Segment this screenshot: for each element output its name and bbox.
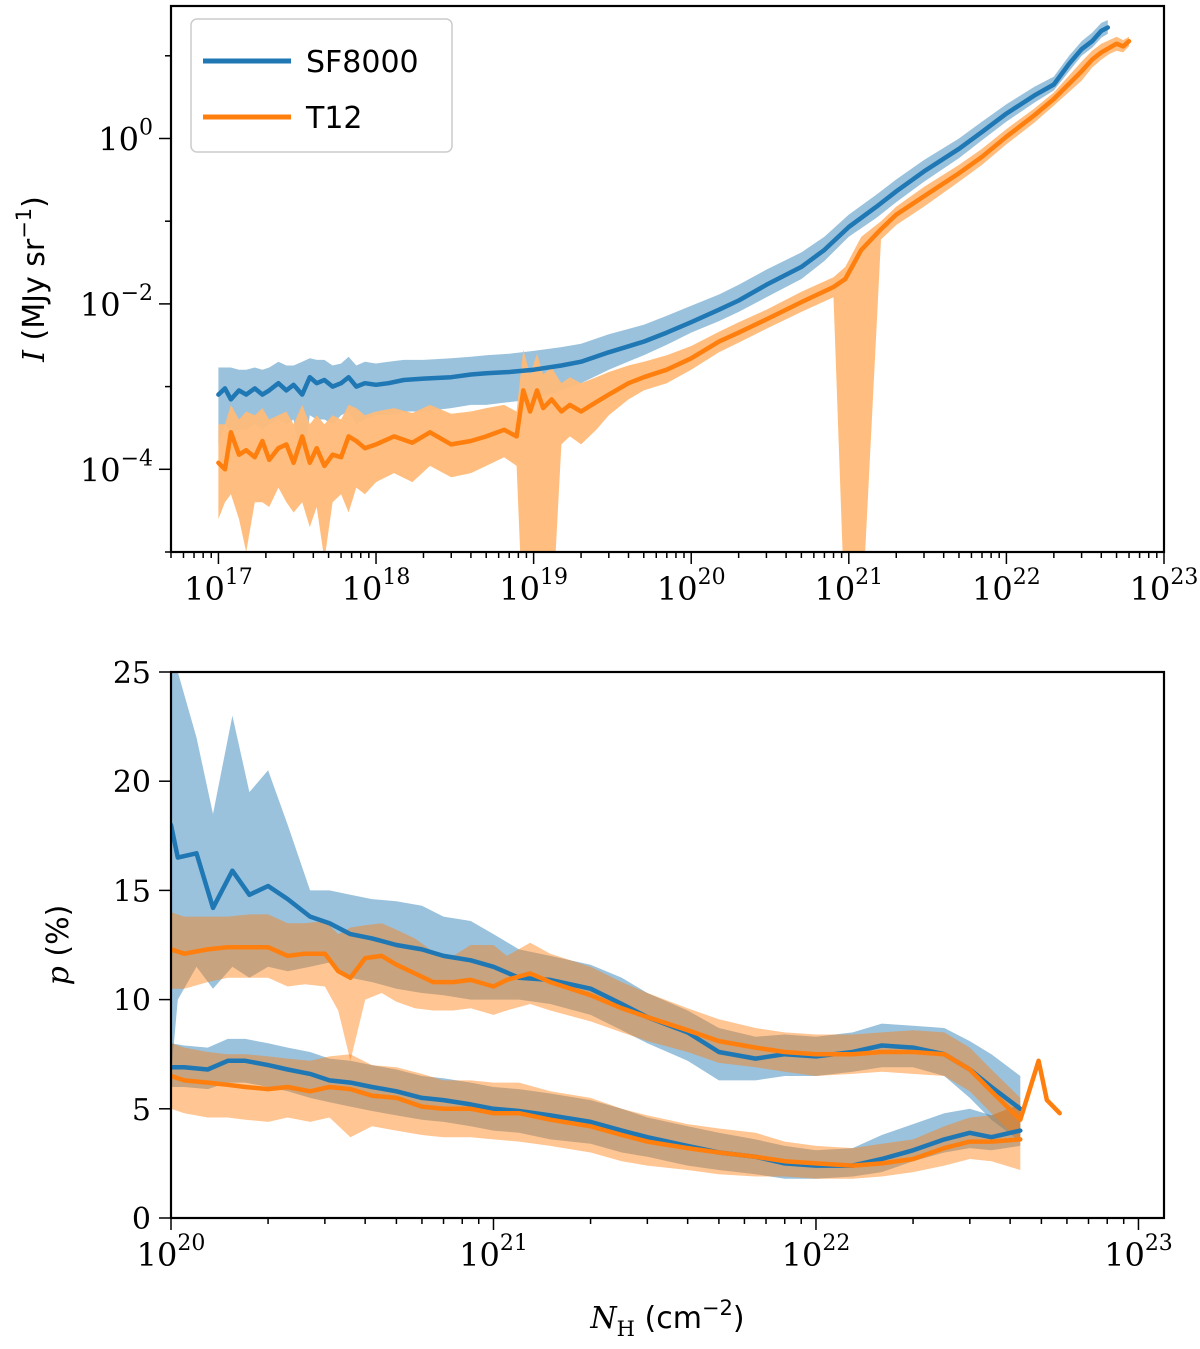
- y-tick-label-25: 25: [113, 656, 151, 691]
- y-tick-label-5: 5: [132, 1093, 151, 1128]
- x-tick-label-21: 1021: [814, 565, 883, 608]
- plot-area: [216, 20, 1132, 552]
- series-line-t12-lower: [171, 1073, 1023, 1168]
- x-tick-label-20: 1020: [137, 1231, 206, 1274]
- y-tick-label-15: 15: [113, 874, 151, 909]
- y-axis-label: p (%): [41, 905, 76, 986]
- band-sf8000-lower: [171, 1038, 1021, 1179]
- x-tick-label-17: 1017: [184, 565, 253, 608]
- band-t12: [218, 36, 1129, 552]
- x-tick-label-19: 1019: [499, 565, 568, 608]
- band-sf8000-upper: [171, 672, 1021, 1142]
- x-tick-label-22: 1022: [782, 1231, 851, 1274]
- x-tick-label-20: 1020: [657, 565, 726, 608]
- band-t12-lower: [171, 1043, 1021, 1179]
- y-tick-label-2: 10−2: [80, 281, 153, 324]
- y-tick-label-20: 20: [113, 765, 151, 800]
- axes-frame: [169, 670, 1166, 1220]
- x-tick-label-23: 1023: [1130, 565, 1199, 608]
- y-tick-label-10: 10: [113, 984, 151, 1019]
- band-t12-upper: [171, 912, 1021, 1142]
- series-line-sf8000: [216, 25, 1111, 402]
- x-tick-label-23: 1023: [1104, 1231, 1173, 1274]
- bottom-panel: 1020 1021 1022 1023 0 5 10 15 20 25 p (%) NH (cm−2): [41, 656, 1173, 1341]
- x-tick-label-18: 1018: [342, 565, 411, 608]
- legend-label-t12: T12: [305, 101, 363, 136]
- y-tick-label-0: 0: [132, 1202, 151, 1237]
- legend-label-sf8000: SF8000: [306, 45, 419, 80]
- plot-area: [171, 672, 1062, 1179]
- y-axis-label: I (MJy sr−1): [12, 196, 52, 363]
- x-tick-label-22: 1022: [972, 565, 1041, 608]
- legend: SF8000 T12: [190, 18, 453, 153]
- series-line-sf8000-upper: [171, 822, 1023, 1112]
- y-tick-label-4: 10−4: [80, 446, 153, 489]
- x-axis-label: NH (cm−2): [589, 1296, 744, 1341]
- x-tick-label-21: 1021: [459, 1231, 528, 1274]
- y-tick-label-0: 100: [98, 115, 153, 158]
- series-line-t12-upper: [171, 944, 1062, 1122]
- series-line-t12: [216, 38, 1132, 472]
- top-panel: 1017 1018 1019 1020 1021 1022 1023 10−4 10−2 100 I…: [12, 4, 1199, 608]
